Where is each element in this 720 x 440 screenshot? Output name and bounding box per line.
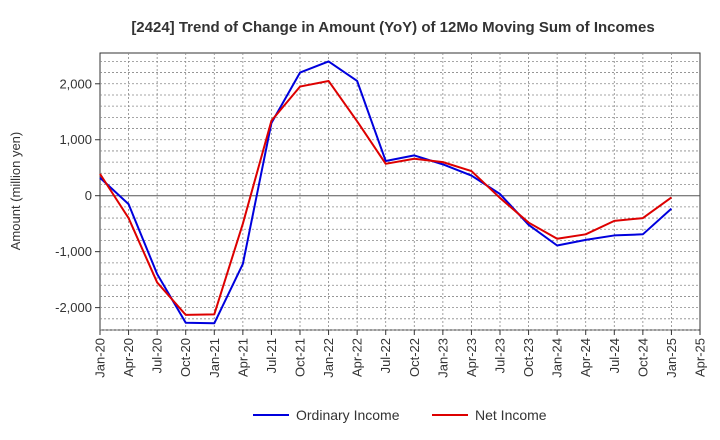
x-tick-label: Jan-22 bbox=[321, 338, 336, 378]
x-tick-label: Oct-23 bbox=[521, 338, 536, 377]
y-tick-label: -1,000 bbox=[55, 244, 92, 259]
x-tick-label: Jan-23 bbox=[435, 338, 450, 378]
y-axis-label: Amount (million yen) bbox=[8, 132, 23, 251]
series-line-net-income bbox=[99, 79, 673, 316]
x-tick-label: Jan-21 bbox=[207, 338, 222, 378]
x-tick-label: Oct-20 bbox=[178, 338, 193, 377]
legend: Ordinary Income Net Income bbox=[253, 407, 547, 423]
x-tick-label: Apr-22 bbox=[350, 338, 365, 377]
x-tick-label: Jan-20 bbox=[93, 338, 108, 378]
x-tick-label: Jan-24 bbox=[550, 338, 565, 378]
x-tick-label: Jul-24 bbox=[607, 338, 622, 373]
x-tick-label: Jul-22 bbox=[378, 338, 393, 373]
grid bbox=[100, 53, 700, 331]
x-tick-label: Jul-21 bbox=[264, 338, 279, 373]
x-tick-label: Oct-21 bbox=[293, 338, 308, 377]
plot-area bbox=[99, 52, 701, 331]
x-tick-label: Apr-23 bbox=[464, 338, 479, 377]
legend-label: Net Income bbox=[475, 407, 547, 423]
legend-label: Ordinary Income bbox=[296, 407, 400, 423]
series-lines bbox=[99, 60, 673, 325]
x-tick-label: Apr-21 bbox=[235, 338, 250, 377]
x-tick-label: Oct-24 bbox=[635, 338, 650, 377]
y-tick-label: 2,000 bbox=[59, 76, 92, 91]
y-axis: -2,000 -1,000 0 1,000 2,000 bbox=[55, 76, 100, 315]
x-tick-label: Jul-20 bbox=[150, 338, 165, 373]
chart-title: [2424] Trend of Change in Amount (YoY) o… bbox=[131, 19, 654, 36]
y-tick-label: -2,000 bbox=[55, 300, 92, 315]
x-tick-label: Jan-25 bbox=[664, 338, 679, 378]
x-tick-label: Apr-20 bbox=[121, 338, 136, 377]
x-tick-label: Apr-24 bbox=[578, 338, 593, 377]
x-tick-label: Jul-23 bbox=[493, 338, 508, 373]
y-tick-label: 1,000 bbox=[59, 132, 92, 147]
series-line-ordinary-income bbox=[99, 60, 673, 325]
x-tick-label: Oct-22 bbox=[407, 338, 422, 377]
x-axis: Jan-20 Apr-20 Jul-20 Oct-20 Jan-21 Apr-21 Jul-… bbox=[93, 330, 708, 378]
x-tick-label: Apr-25 bbox=[693, 338, 708, 377]
y-tick-label: 0 bbox=[85, 188, 92, 203]
